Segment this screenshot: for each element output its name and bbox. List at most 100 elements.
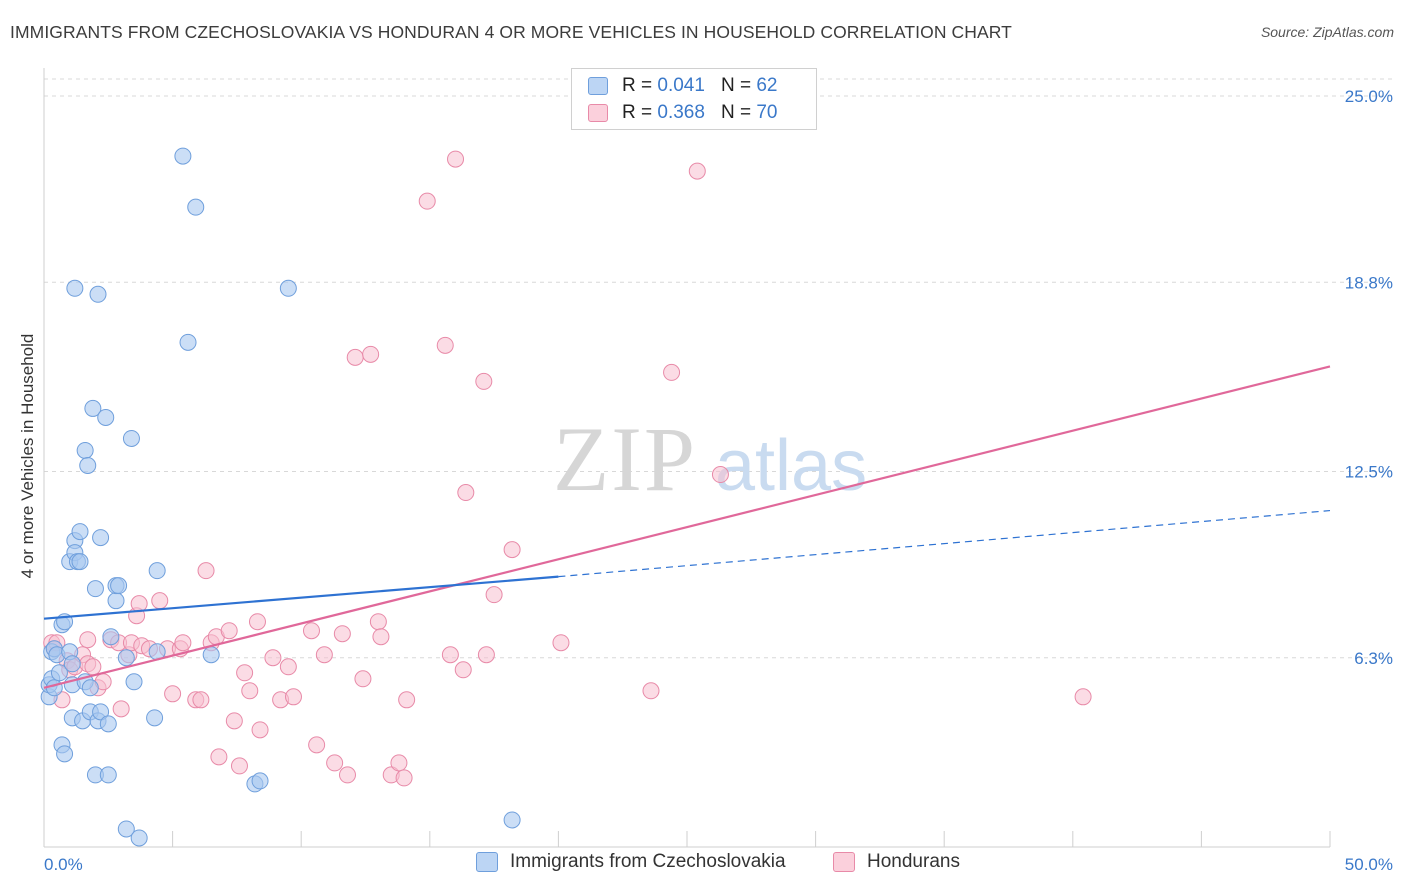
legend-swatch-blue — [588, 77, 608, 95]
czechoslovakia-point — [76, 441, 94, 459]
tick-labels: 6.3% 12.5% 18.8% 25.0% 0.0% 50.0% — [44, 87, 1393, 874]
hondurans-point — [308, 736, 326, 754]
legend-n-label: N = — [720, 102, 752, 123]
hondurans-point — [220, 622, 238, 640]
czechoslovakia-point — [66, 279, 84, 297]
correlation-legend: R = 0.041 N = 62 R = 0.368 N = 70 — [571, 68, 817, 130]
hondurans-point — [552, 634, 570, 652]
hondurans-point — [284, 688, 302, 706]
czechoslovakia-point — [117, 649, 135, 667]
czechoslovakia-point — [45, 679, 63, 697]
hondurans-point — [441, 646, 459, 664]
hondurans-point — [688, 162, 706, 180]
legend-r-label: R = — [622, 75, 653, 96]
czechoslovakia-point — [174, 147, 192, 165]
legend-label: Hondurans — [867, 851, 960, 872]
czechoslovakia-point — [71, 523, 89, 541]
hondurans-point — [151, 592, 169, 610]
hondurans-point — [362, 345, 380, 363]
legend-row-czechoslovakia: R = 0.041 N = 62 — [588, 74, 777, 98]
hondurans-point — [210, 748, 228, 766]
legend-r-label: R = — [622, 102, 653, 123]
hondurans-point — [1074, 688, 1092, 706]
y-tick-label: 12.5% — [1345, 463, 1393, 482]
hondurans-point — [302, 622, 320, 640]
hondurans-point — [251, 721, 269, 739]
hondurans-point — [326, 754, 344, 772]
czechoslovakia-point — [117, 820, 135, 838]
series-czechoslovakia-points — [40, 147, 521, 847]
czechoslovakia-trendline — [43, 575, 559, 620]
legend-swatch-pink — [833, 852, 855, 872]
x-tick-label: 50.0% — [1345, 855, 1393, 874]
hondurans-point — [192, 691, 210, 709]
czechoslovakia-point — [179, 333, 197, 351]
hondurans-point — [241, 682, 259, 700]
czechoslovakia-point — [92, 529, 110, 547]
y-tick-label: 6.3% — [1354, 649, 1393, 668]
hondurans-point — [395, 769, 413, 787]
czechoslovakia-point — [97, 408, 115, 426]
legend-n-label: N = — [720, 75, 752, 96]
czechoslovakia-point — [279, 279, 297, 297]
y-tick-label: 25.0% — [1345, 87, 1393, 106]
legend-item-czechoslovakia: Immigrants from Czechoslovakia — [476, 851, 786, 873]
legend-swatch-blue — [476, 852, 498, 872]
czechoslovakia-point — [84, 399, 102, 417]
legend-r-value: 0.041 — [657, 75, 705, 96]
watermark-atlas: atlas — [715, 426, 867, 506]
legend-label: Immigrants from Czechoslovakia — [510, 851, 786, 872]
hondurans-point — [477, 646, 495, 664]
czechoslovakia-point — [122, 429, 140, 447]
axes — [43, 68, 1331, 848]
hondurans-point — [454, 661, 472, 679]
czechoslovakia-point — [148, 562, 166, 580]
hondurans-point — [174, 634, 192, 652]
czechoslovakia-point — [251, 772, 269, 790]
hondurans-point — [372, 628, 390, 646]
czechoslovakia-point — [130, 829, 148, 847]
czechoslovakia-point — [81, 679, 99, 697]
hondurans-point — [130, 595, 148, 613]
hondurans-point — [390, 754, 408, 772]
hondurans-point — [236, 664, 254, 682]
hondurans-point — [369, 613, 387, 631]
legend-row-hondurans: R = 0.368 N = 70 — [588, 101, 777, 125]
hondurans-point — [112, 700, 130, 718]
x-tick-label: 0.0% — [44, 855, 83, 874]
hondurans-point — [197, 562, 215, 580]
watermark-zip: ZIP — [553, 408, 697, 510]
grid-lines — [44, 78, 1392, 659]
hondurans-point — [642, 682, 660, 700]
czechoslovakia-point — [79, 457, 97, 475]
hondurans-point — [84, 658, 102, 676]
hondurans-point — [338, 766, 356, 784]
y-tick-label: 18.8% — [1345, 273, 1393, 292]
hondurans-point — [79, 631, 97, 649]
czechoslovakia-point — [56, 745, 74, 763]
hondurans-point — [485, 586, 503, 604]
watermark: ZIP atlas — [553, 408, 867, 510]
czechoslovakia-trendline-extension — [558, 509, 1331, 578]
hondurans-trendline — [43, 365, 1331, 689]
czechoslovakia-point — [92, 703, 110, 721]
czechoslovakia-point — [99, 766, 117, 784]
hondurans-point — [457, 484, 475, 502]
hondurans-point — [503, 541, 521, 559]
series-legend: Immigrants from Czechoslovakia Hondurans — [0, 851, 1406, 877]
hondurans-point — [711, 466, 729, 484]
source-credit: Source: ZipAtlas.com — [1260, 24, 1394, 40]
y-axis-label: 4 or more Vehicles in Household — [18, 333, 37, 579]
hondurans-point — [230, 757, 248, 775]
hondurans-point — [333, 625, 351, 643]
legend-item-hondurans: Hondurans — [833, 851, 960, 873]
hondurans-point — [447, 150, 465, 168]
hondurans-point — [279, 658, 297, 676]
czechoslovakia-point — [63, 655, 81, 673]
czechoslovakia-point — [102, 628, 120, 646]
czechoslovakia-point — [50, 664, 68, 682]
legend-n-value: 70 — [756, 102, 778, 123]
hondurans-point — [164, 685, 182, 703]
hondurans-point — [475, 372, 493, 390]
